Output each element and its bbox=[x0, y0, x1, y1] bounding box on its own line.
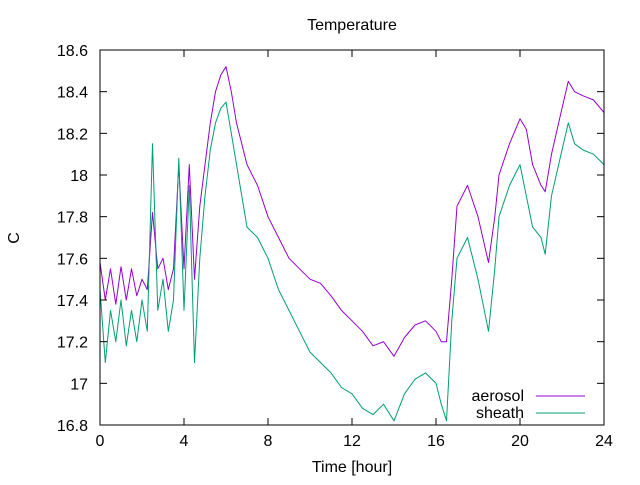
plot-lines bbox=[99, 66, 605, 422]
ticks bbox=[99, 49, 605, 426]
x-tick-label: 8 bbox=[264, 433, 273, 450]
legend-label-aerosol: aerosol bbox=[472, 388, 524, 405]
y-tick-label: 17.6 bbox=[57, 251, 88, 268]
x-tick-label: 12 bbox=[343, 433, 361, 450]
x-tick-label: 24 bbox=[595, 433, 613, 450]
x-tick-label: 4 bbox=[180, 433, 189, 450]
x-axis-label: Time [hour] bbox=[312, 459, 392, 476]
y-tick-label: 17 bbox=[70, 376, 88, 393]
y-tick-label: 17.2 bbox=[57, 335, 88, 352]
y-tick-label: 18.2 bbox=[57, 126, 88, 143]
y-tick-label: 18 bbox=[70, 168, 88, 185]
legend-label-sheath: sheath bbox=[476, 405, 524, 422]
y-tick-label: 16.8 bbox=[57, 418, 88, 435]
y-tick-label: 17.8 bbox=[57, 210, 88, 227]
x-tick-label: 20 bbox=[511, 433, 529, 450]
x-tick-label: 16 bbox=[427, 433, 445, 450]
chart-title: Temperature bbox=[307, 17, 397, 34]
series-line-aerosol bbox=[99, 66, 605, 357]
y-tick-label: 18.4 bbox=[57, 85, 88, 102]
y-tick-label: 18.6 bbox=[57, 43, 88, 60]
y-axis-label: C bbox=[6, 232, 23, 244]
x-tick-label: 0 bbox=[96, 433, 105, 450]
y-tick-label: 17.4 bbox=[57, 293, 88, 310]
tick-labels: 0 4 8 12 16 20 24 16.8 17 17.2 17.4 17.6 17.8 18 18.2 1… bbox=[57, 43, 613, 450]
series-line-sheath bbox=[99, 101, 605, 422]
